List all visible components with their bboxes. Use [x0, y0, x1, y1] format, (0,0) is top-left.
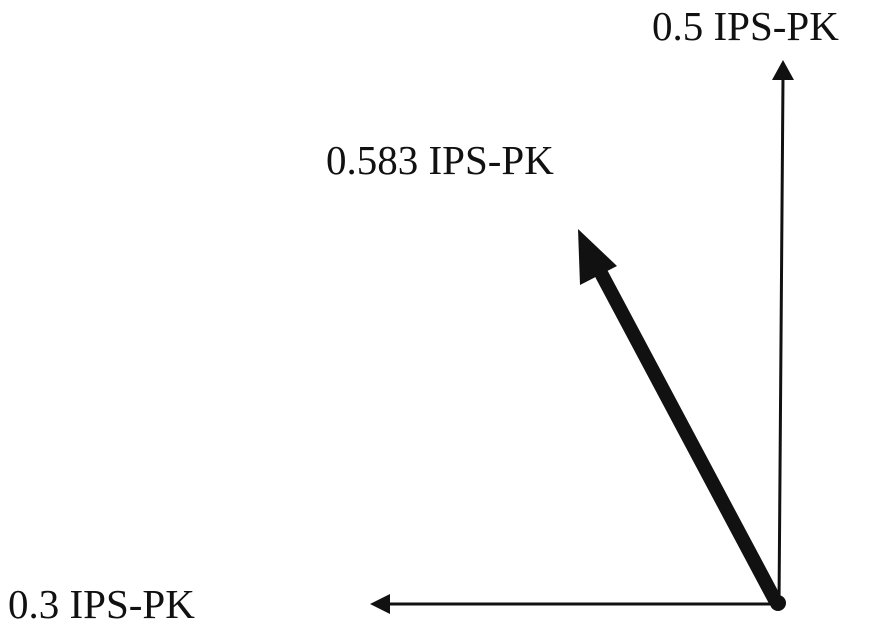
resultant-vector-shaft — [595, 268, 782, 607]
origin-point — [770, 595, 786, 611]
vertical-vector-label: 0.5 IPS-PK — [652, 3, 839, 49]
vertical-vector-arrowhead — [772, 60, 794, 80]
vertical-vector-shaft — [777, 77, 785, 606]
horizontal-vector-arrowhead — [370, 594, 390, 614]
resultant-vector-label: 0.583 IPS-PK — [326, 137, 554, 183]
horizontal-vector-label: 0.3 IPS-PK — [8, 581, 195, 626]
resultant-vector-arrowhead — [578, 229, 617, 285]
